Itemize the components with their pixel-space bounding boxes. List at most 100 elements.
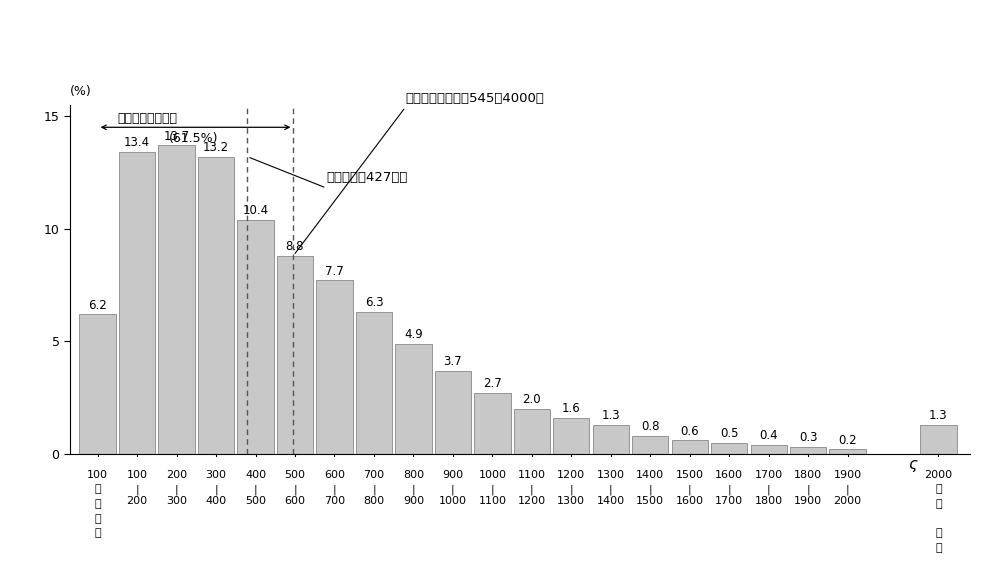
Bar — [474, 393, 511, 454]
Text: 円: 円 — [94, 499, 101, 509]
Text: 万: 万 — [94, 484, 101, 494]
Text: |: | — [333, 484, 336, 495]
Text: 8.8: 8.8 — [286, 240, 304, 253]
Text: 10.4: 10.4 — [242, 204, 269, 217]
Text: 1800: 1800 — [755, 496, 783, 506]
Text: 1900: 1900 — [794, 496, 822, 506]
Text: 1700: 1700 — [715, 496, 743, 506]
Text: 未: 未 — [94, 514, 101, 524]
Bar — [632, 436, 668, 454]
Text: |: | — [135, 484, 139, 495]
Text: 満: 満 — [94, 528, 101, 538]
Bar — [790, 447, 826, 454]
Text: 1100: 1100 — [518, 470, 546, 480]
Text: 13.7: 13.7 — [164, 130, 190, 143]
Bar — [672, 441, 708, 454]
Text: 13.2: 13.2 — [203, 141, 229, 154]
Text: 200: 200 — [166, 470, 187, 480]
Text: 2000: 2000 — [924, 470, 952, 480]
Text: |: | — [609, 484, 613, 495]
Text: 1400: 1400 — [597, 496, 625, 506]
Text: 800: 800 — [363, 496, 385, 506]
Text: 2.0: 2.0 — [523, 393, 541, 406]
Text: |: | — [293, 484, 297, 495]
Text: 1500: 1500 — [636, 496, 664, 506]
Text: 1500: 1500 — [676, 470, 704, 480]
Text: 600: 600 — [324, 470, 345, 480]
Text: 4.9: 4.9 — [404, 328, 423, 341]
Text: 0.4: 0.4 — [759, 430, 778, 442]
Bar — [593, 425, 629, 454]
Text: |: | — [688, 484, 692, 495]
Bar — [79, 314, 116, 454]
Text: 800: 800 — [403, 470, 424, 480]
Bar — [119, 152, 155, 454]
Text: 0.2: 0.2 — [838, 434, 857, 447]
Text: 300: 300 — [166, 496, 187, 506]
Text: 6.3: 6.3 — [365, 296, 383, 309]
Bar — [553, 418, 589, 454]
Text: 400: 400 — [205, 496, 227, 506]
Text: 0.6: 0.6 — [680, 425, 699, 438]
Text: 700: 700 — [324, 496, 345, 506]
Bar — [198, 157, 234, 454]
Text: |: | — [451, 484, 455, 495]
Text: 13.4: 13.4 — [124, 136, 150, 150]
Bar — [237, 219, 274, 454]
Text: ς: ς — [908, 457, 917, 473]
Text: 1.6: 1.6 — [562, 402, 581, 415]
Text: 上: 上 — [935, 543, 942, 553]
Text: |: | — [214, 484, 218, 495]
Text: 1600: 1600 — [676, 496, 704, 506]
Text: 0.5: 0.5 — [720, 427, 738, 440]
Text: 1900: 1900 — [834, 470, 862, 480]
Text: 100: 100 — [87, 470, 108, 480]
Text: |: | — [530, 484, 534, 495]
Text: |: | — [491, 484, 494, 495]
Text: |: | — [727, 484, 731, 495]
Text: 1600: 1600 — [715, 470, 743, 480]
Text: 1700: 1700 — [755, 470, 783, 480]
Text: 万: 万 — [935, 484, 942, 494]
Text: 1400: 1400 — [636, 470, 664, 480]
Bar — [920, 425, 957, 454]
Text: |: | — [175, 484, 178, 495]
Text: 300: 300 — [206, 470, 227, 480]
Text: 1.3: 1.3 — [601, 409, 620, 422]
Text: 以: 以 — [935, 528, 942, 538]
Text: 中央値　　427万円: 中央値 427万円 — [327, 171, 408, 183]
Bar — [277, 255, 313, 454]
Text: |: | — [806, 484, 810, 495]
Text: |: | — [254, 484, 257, 495]
Text: 100: 100 — [127, 470, 148, 480]
Bar — [514, 409, 550, 454]
Text: 1800: 1800 — [794, 470, 822, 480]
Text: (61.5%): (61.5%) — [169, 132, 218, 146]
Text: 1300: 1300 — [597, 470, 625, 480]
Text: 900: 900 — [442, 470, 463, 480]
Text: |: | — [846, 484, 849, 495]
Text: |: | — [648, 484, 652, 495]
Bar — [356, 312, 392, 454]
Text: 1000: 1000 — [478, 470, 506, 480]
Bar — [711, 443, 747, 454]
Text: (%): (%) — [70, 85, 92, 98]
Text: 3.7: 3.7 — [444, 355, 462, 368]
Text: 2.7: 2.7 — [483, 378, 502, 391]
Text: 600: 600 — [285, 496, 306, 506]
Text: 1200: 1200 — [557, 470, 585, 480]
Bar — [316, 281, 353, 454]
Text: 1200: 1200 — [518, 496, 546, 506]
Text: 円: 円 — [935, 499, 942, 509]
Text: 0.8: 0.8 — [641, 420, 660, 433]
Text: 平均所得金額以下: 平均所得金額以下 — [117, 112, 177, 125]
Text: 7.7: 7.7 — [325, 265, 344, 278]
Bar — [435, 371, 471, 454]
Text: |: | — [570, 484, 573, 495]
Text: |: | — [767, 484, 770, 495]
Bar — [751, 445, 787, 454]
Bar — [158, 146, 195, 454]
Text: 700: 700 — [363, 470, 385, 480]
Text: 2000: 2000 — [834, 496, 862, 506]
Text: |: | — [372, 484, 376, 495]
